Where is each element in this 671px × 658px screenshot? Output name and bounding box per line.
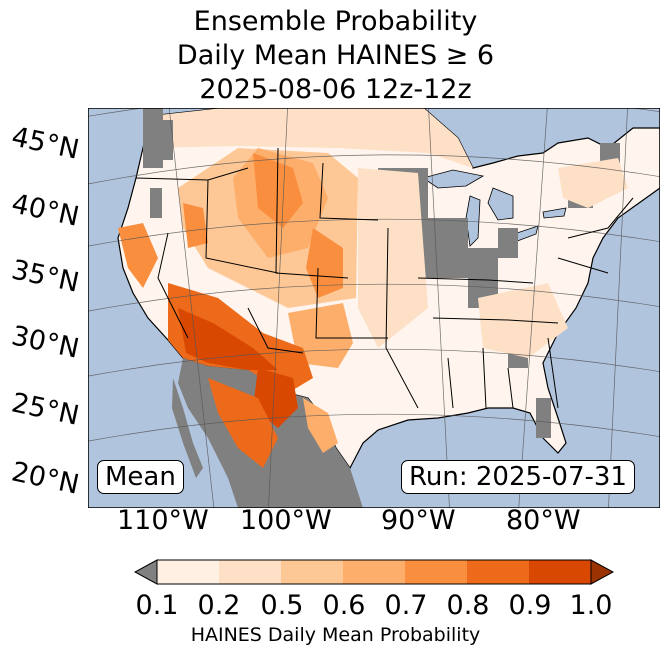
colorbar-tick-3: 0.6 [322,590,366,621]
colorbar-frame [156,559,592,585]
lon-label-100w: 100°W [240,505,332,536]
lon-label-90w: 90°W [381,505,456,536]
colorbar-segment [529,560,591,584]
graticule [88,108,660,508]
mean-label-box: Mean [97,460,184,494]
colorbar-tick-6: 0.9 [508,590,552,621]
title-line-1: Ensemble Probability [193,6,478,37]
colorbar-segment [157,560,219,584]
colorbar-tick-4: 0.7 [384,590,428,621]
lat-label-20: 20°N [8,456,82,501]
colorbar [133,559,615,585]
colorbar-segment [467,560,529,584]
colorbar-over-triangle [590,559,615,585]
title-line-3: 2025-08-06 12z-12z [199,74,472,105]
colorbar-segment [405,560,467,584]
lat-label-40: 40°N [8,188,82,233]
colorbar-segment [219,560,281,584]
colorbar-tick-0: 0.1 [135,590,179,621]
title-line-2: Daily Mean HAINES ≥ 6 [176,40,495,71]
canada-area [148,108,473,168]
probability-map [88,108,660,508]
colorbar-label: HAINES Daily Mean Probability [190,624,481,646]
probability-field [118,148,628,468]
lake-michigan [465,195,481,247]
state-borders [135,147,634,409]
colorbar-tick-2: 0.5 [260,590,304,621]
lat-label-30: 30°N [8,320,82,365]
lake-ontario [542,207,567,219]
colorbar-tick-7: 1.0 [569,590,613,621]
lat-label-45: 45°N [8,121,82,166]
lon-label-80w: 80°W [506,505,581,536]
lat-label-25: 25°N [8,387,82,432]
colorbar-under-triangle [133,559,158,585]
colorbar-segment [343,560,405,584]
colorbar-tick-1: 0.2 [197,590,241,621]
lake-huron [487,187,514,221]
colorbar-segment [281,560,343,584]
run-date-box: Run: 2025-07-31 [401,460,635,494]
lat-label-35: 35°N [8,254,82,299]
colorbar-tick-5: 0.8 [446,590,490,621]
lon-label-110w: 110°W [117,505,209,536]
lake-superior [422,169,485,189]
baja-missing-area [172,378,203,478]
